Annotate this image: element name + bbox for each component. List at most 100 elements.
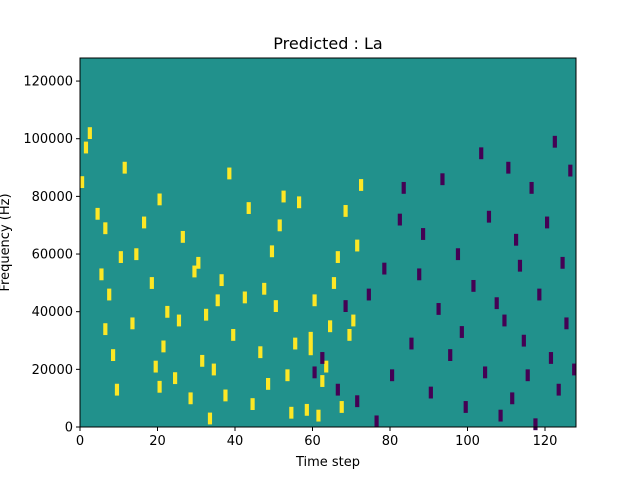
heatmap-cell	[320, 375, 325, 387]
plot-area	[80, 58, 577, 431]
y-tick-label: 120000	[23, 75, 73, 90]
heatmap-cell	[111, 349, 116, 361]
x-tick-label: 0	[76, 434, 84, 449]
x-tick-label: 100	[455, 434, 480, 449]
heatmap-cell	[165, 305, 170, 318]
heatmap-cell	[459, 326, 464, 338]
heatmap-cell	[343, 300, 348, 312]
heatmap-cell	[231, 328, 236, 341]
heatmap-cell	[312, 294, 317, 307]
heatmap-cell	[192, 265, 197, 278]
heatmap-cell	[204, 308, 209, 321]
heatmap-cell	[246, 202, 251, 214]
plot-frame	[79, 57, 577, 428]
heatmap-cell	[421, 228, 426, 240]
heatmap-cell	[157, 193, 162, 206]
heatmap-cell	[533, 418, 538, 431]
x-tick-label: 80	[382, 434, 399, 449]
heatmap-cell	[227, 167, 232, 180]
heatmap-cell	[114, 383, 120, 396]
heatmap-cell	[173, 372, 178, 385]
heatmap-cell	[297, 196, 302, 209]
heatmap-cell	[351, 314, 356, 327]
heatmap-cell	[347, 328, 352, 341]
heatmap-cell	[277, 219, 282, 232]
heatmap-cell	[440, 173, 445, 186]
heatmap-cell	[545, 216, 550, 229]
x-tick-label: 40	[227, 434, 244, 449]
heatmap-cell	[343, 205, 348, 217]
heatmap-cell	[324, 360, 329, 373]
heatmap-cell	[521, 334, 526, 347]
heatmap-cell	[176, 314, 182, 327]
heatmap-cell	[355, 239, 360, 252]
heatmap-cell	[258, 346, 263, 359]
x-tick-label: 20	[149, 434, 166, 449]
heatmap-cell	[103, 323, 108, 336]
heatmap-cell	[262, 282, 267, 295]
heatmap-cell	[200, 354, 205, 367]
heatmap-cell	[331, 277, 337, 289]
chart-title: Predicted : La	[273, 34, 382, 53]
y-tick-label: 100000	[23, 132, 73, 147]
heatmap-cell	[471, 279, 476, 292]
heatmap-cell	[118, 251, 123, 263]
heatmap-cell	[83, 141, 89, 154]
x-tick-label: 60	[304, 434, 321, 449]
heatmap-cell	[556, 383, 561, 396]
heatmap-cell	[122, 161, 127, 174]
heatmap-cell	[560, 256, 565, 269]
heatmap-cell	[157, 380, 162, 393]
heatmap-cell	[339, 401, 344, 413]
heatmap-cell	[304, 403, 309, 416]
heatmap-cell	[529, 181, 534, 194]
y-tick-label: 40000	[32, 305, 73, 320]
heatmap-cell	[308, 343, 313, 356]
heatmap-cell	[397, 213, 402, 226]
y-tick-label: 0	[65, 421, 73, 436]
y-tick-label: 60000	[32, 248, 73, 263]
x-axis-label: Time step	[295, 455, 360, 470]
heatmap-cell	[269, 245, 275, 258]
heatmap-cell	[514, 233, 519, 246]
heatmap-cell	[572, 363, 577, 376]
heatmap-cell	[455, 248, 461, 261]
heatmap-cell	[215, 294, 220, 307]
heatmap-cell	[207, 412, 213, 425]
heatmap-cell	[273, 300, 278, 312]
heatmap-cell	[242, 291, 247, 304]
heatmap-cell	[219, 274, 224, 287]
heatmap-cell	[564, 317, 569, 330]
heatmap-cell	[510, 392, 515, 405]
heatmap-cell	[103, 222, 108, 235]
heatmap-cell	[316, 409, 321, 422]
heatmap-cell	[479, 147, 484, 160]
heatmap-cell	[525, 369, 530, 382]
heatmap-cell	[417, 268, 422, 281]
heatmap-cell	[308, 331, 313, 344]
heatmap-cell	[320, 352, 325, 364]
heatmap-cell	[428, 386, 433, 399]
heatmap-cell	[130, 317, 135, 330]
heatmap-cell	[87, 127, 92, 140]
heatmap-cell	[483, 366, 488, 379]
heatmap-cell	[359, 179, 364, 191]
heatmap-cell	[99, 268, 104, 281]
heatmap-cell	[281, 190, 286, 203]
y-axis: 0 20000 40000 60000 80000 100000 120000	[23, 75, 80, 436]
heatmap-cell	[494, 297, 499, 310]
heatmap-cell	[335, 251, 340, 263]
heatmap-cell	[548, 352, 554, 364]
heatmap-cell	[366, 288, 371, 301]
heatmap-cell	[266, 377, 271, 390]
heatmap-cell	[355, 395, 360, 408]
heatmap-cell	[502, 314, 507, 327]
heatmap-cell	[312, 366, 317, 379]
heatmap-cell	[537, 288, 542, 301]
heatmap-cell	[196, 256, 201, 269]
heatmap-cell	[95, 207, 100, 220]
heatmap-cell	[390, 369, 395, 382]
heatmap-cell	[401, 181, 406, 194]
heatmap-cell	[374, 415, 379, 428]
